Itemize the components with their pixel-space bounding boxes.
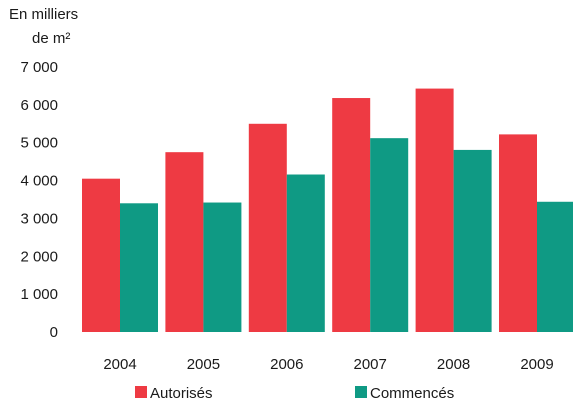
legend: Autorisés Commencés — [135, 385, 454, 402]
x-tick-label: 2009 — [520, 356, 553, 373]
y-tick-label: 5 000 — [20, 135, 58, 152]
bar-autorises-2007 — [332, 98, 371, 332]
bar-commences-2004 — [120, 203, 158, 332]
y-tick-label: 2 000 — [20, 248, 58, 265]
bar-autorises-2004 — [82, 178, 120, 332]
y-tick-label: 4 000 — [20, 173, 58, 190]
y-axis-ticks: 0 1 000 2 000 3 000 4 000 5 000 6 000 7 000 — [20, 59, 58, 341]
bar-autorises-2006 — [248, 123, 287, 332]
x-tick-label: 2008 — [437, 356, 470, 373]
bar-autorises-2009 — [499, 134, 537, 332]
bar-commences-2006 — [286, 174, 325, 332]
legend-swatch-autorises — [135, 386, 147, 398]
bar-commences-2008 — [453, 149, 492, 332]
y-tick-label: 6 000 — [20, 97, 58, 114]
y-tick-label: 0 — [50, 324, 58, 341]
y-tick-label: 3 000 — [20, 210, 58, 227]
x-tick-label: 2005 — [187, 356, 220, 373]
legend-swatch-commences — [355, 386, 367, 398]
x-tick-label: 2004 — [103, 356, 136, 373]
bar-autorises-2008 — [415, 88, 454, 332]
bar-commences-2005 — [203, 202, 242, 332]
y-tick-label: 1 000 — [20, 286, 58, 303]
bar-autorises-2005 — [165, 152, 204, 332]
y-axis-unit-label-line-2: de m² — [32, 30, 71, 47]
bar-commences-2009 — [537, 201, 573, 332]
x-axis-labels: 2004 2005 2006 2007 2008 2009 — [103, 356, 553, 373]
x-tick-label: 2007 — [354, 356, 387, 373]
legend-label-commences: Commencés — [370, 385, 454, 402]
bar-commences-2007 — [370, 138, 409, 332]
bar-groups — [82, 88, 573, 332]
y-tick-label: 7 000 — [20, 59, 58, 76]
x-tick-label: 2006 — [270, 356, 303, 373]
legend-label-autorises: Autorisés — [150, 385, 213, 402]
y-axis-unit-label-line-1: En milliers — [9, 6, 79, 23]
